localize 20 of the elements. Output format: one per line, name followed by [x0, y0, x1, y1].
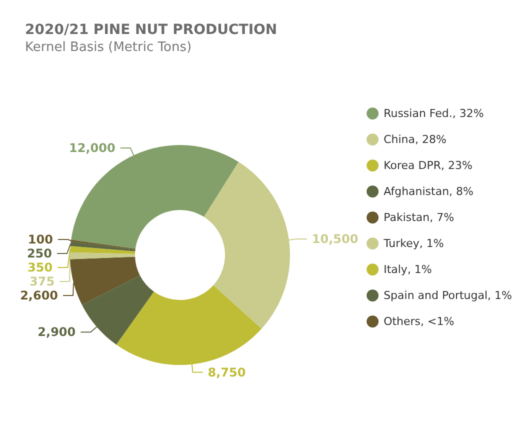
legend-label: Italy, 1% — [384, 263, 432, 276]
data-label: 250 — [26, 246, 52, 261]
legend-label: Korea DPR, 23% — [384, 159, 472, 172]
data-label: 2,900 — [38, 325, 76, 340]
legend-label: Afghanistan, 8% — [384, 185, 474, 198]
data-label: 12,000 — [69, 140, 116, 155]
legend-label: China, 28% — [384, 133, 446, 146]
data-label: 2,600 — [20, 288, 58, 303]
data-label: 375 — [29, 274, 55, 289]
legend-label: Turkey, 1% — [382, 237, 444, 250]
chart-subtitle: Kernel Basis (Metric Tons) — [25, 40, 192, 55]
data-label: 10,500 — [312, 232, 358, 246]
data-label: 350 — [28, 260, 53, 275]
legend-label: Spain and Portugal, 1% — [384, 289, 512, 302]
data-label: 100 — [28, 232, 53, 247]
data-label: 8,750 — [208, 365, 246, 380]
legend-label: Pakistan, 7% — [384, 211, 454, 224]
legend-label: Russian Fed., 32% — [384, 107, 484, 120]
legend-label: Others, <1% — [384, 315, 454, 328]
chart-title: 2020/21 PINE NUT PRODUCTION — [25, 22, 278, 38]
